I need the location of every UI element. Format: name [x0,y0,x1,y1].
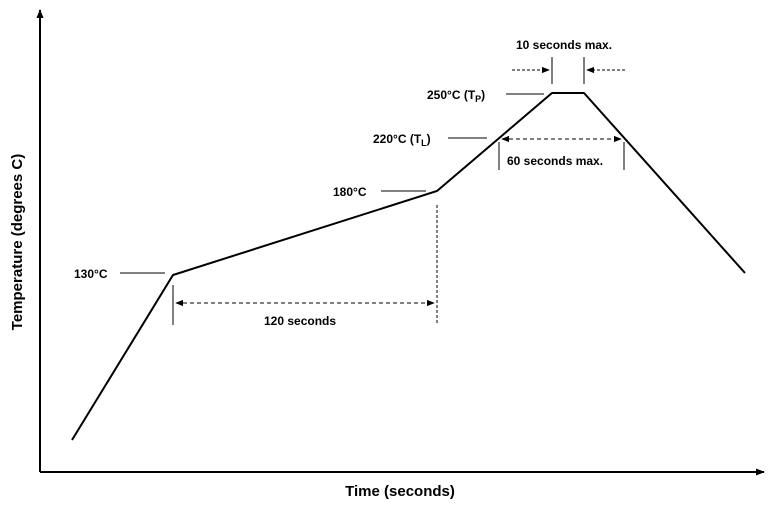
x-axis-title: Time (seconds) [345,483,455,500]
label-120-seconds: 120 seconds [264,314,336,328]
subscript-p: P [475,94,481,104]
label-180c: 180°C [333,185,367,199]
label-250c-tp: 250°C (TP) [427,88,485,104]
label-220c-tl: 220°C (TL) [373,132,431,148]
y-axis-title: Temperature (degrees C) [9,154,26,330]
label-60-seconds: 60 seconds max. [507,154,603,168]
temperature-profile-line [71,92,746,441]
label-130c: 130°C [74,267,108,281]
label-10-seconds: 10 seconds max. [516,38,612,52]
subscript-l: L [421,138,427,148]
